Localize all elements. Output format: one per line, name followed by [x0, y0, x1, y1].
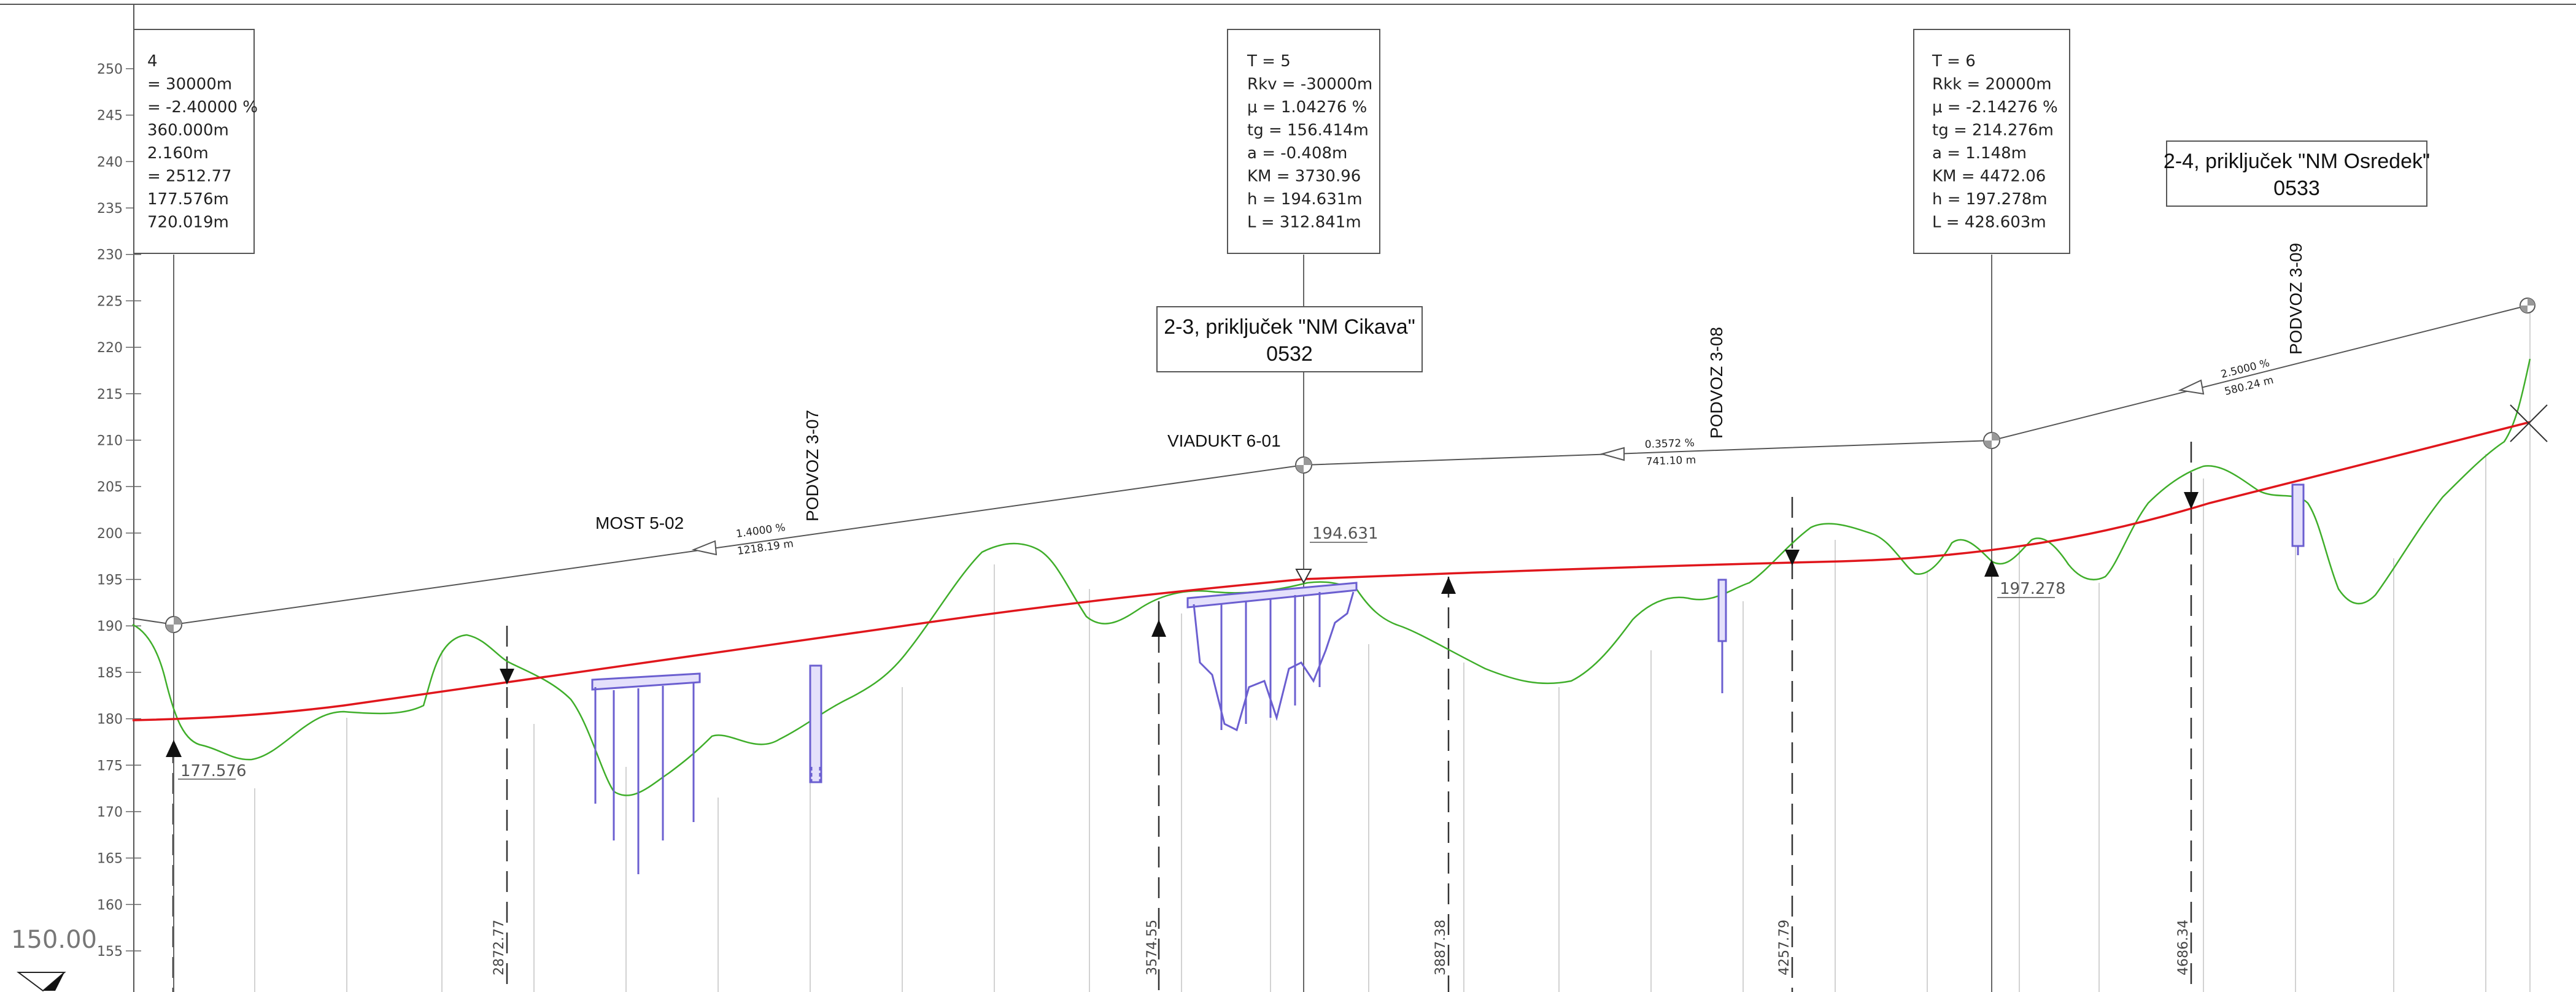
- structure-label-podvoz-3-07: PODVOZ 3-07: [803, 410, 822, 521]
- chainage-label: 4686.34: [2176, 920, 2191, 975]
- curve-param-line: 720.019m: [147, 213, 229, 232]
- datum-symbol: 150.00: [11, 926, 97, 992]
- station-gridlines: [173, 307, 2531, 992]
- structure-chainage-lines: [172, 442, 2192, 992]
- elevation-tick-label: 200: [97, 526, 123, 542]
- elevation-tick-label: 160: [97, 898, 123, 913]
- elevation-tick-label: 170: [97, 805, 123, 820]
- curve-data-box-t6: T = 6 Rkk = 20000m μ = -2.14276 % tg = 214.…: [1913, 29, 2070, 254]
- elevation-tick-label: 155: [97, 944, 123, 959]
- vertex-marker-t5: [1295, 456, 1312, 474]
- curve-param-line: = 30000m: [147, 75, 232, 94]
- curve-param-line: KM = 4472.06: [1932, 167, 2046, 186]
- curve-param-line: a = 1.148m: [1932, 144, 2027, 163]
- elevation-tick-label: 240: [97, 155, 123, 170]
- curve-param-line: μ = -2.14276 %: [1932, 98, 2058, 117]
- chainage-label: 4257.79: [1777, 920, 1792, 975]
- design-gradeline: [132, 421, 2531, 721]
- curve-data-box-t5: T = 5 Rkv = -30000m μ = 1.04276 % tg = 156.…: [1227, 29, 1380, 254]
- curve-param-line: 177.576m: [147, 190, 229, 209]
- elevation-tick-label: 215: [97, 387, 123, 402]
- elevation-tick-label: 250: [97, 62, 123, 77]
- vertex-marker-end: [2520, 298, 2535, 313]
- structure-label-viadukt: VIADUKT 6-01: [1167, 431, 1281, 450]
- elevation-tick-label: 220: [97, 340, 123, 356]
- curve-param-line: KM = 3730.96: [1247, 167, 1361, 186]
- curve-param-line: L = 428.603m: [1932, 213, 2046, 232]
- curve-param-line: a = -0.408m: [1247, 144, 1347, 163]
- elevation-ticks: 155 160 165 170 175 180 185 190 195 200 205 210 215 2…: [97, 62, 141, 959]
- curve-param-line: L = 312.841m: [1247, 213, 1361, 232]
- junction-title: 2-4, priključek "NM Osredek": [2164, 150, 2430, 173]
- elevation-tick-label: 205: [97, 480, 123, 495]
- underpass-podvoz-3-09: [2291, 483, 2305, 555]
- curve-param-line: tg = 156.414m: [1247, 121, 1369, 140]
- vertex-markers: [165, 298, 2535, 633]
- underpass-podvoz-3-08: [1717, 579, 1727, 693]
- grade-value: 1.4000 %: [735, 521, 786, 540]
- ground-line: [132, 358, 2531, 796]
- bridge-most-5-02: [591, 672, 701, 874]
- junction-box-osredek: 2-4, priključek "NM Osredek" 0533: [2164, 140, 2430, 207]
- curve-param-line: T = 6: [1932, 52, 1976, 71]
- structure-label-most: MOST 5-02: [595, 513, 684, 533]
- curve-param-line: h = 194.631m: [1247, 190, 1363, 209]
- grade-value: 0.3572 %: [1644, 437, 1695, 451]
- curve-param-line: tg = 214.276m: [1932, 121, 2054, 140]
- chainage-label: 3574.55: [1145, 920, 1160, 975]
- vertex-elevation-t4: 177.576: [180, 762, 247, 780]
- junction-code: 0532: [1266, 342, 1313, 366]
- grade-length: 741.10 m: [1646, 454, 1696, 468]
- elevation-tick-label: 230: [97, 248, 123, 263]
- curve-param-line: = -2.40000 %: [147, 98, 258, 117]
- elevation-tick-label: 185: [97, 666, 123, 681]
- curve-param-line: 4: [147, 52, 158, 71]
- structure-label-podvoz-3-09: PODVOZ 3-09: [2286, 243, 2305, 355]
- structure-label-podvoz-3-08: PODVOZ 3-08: [1707, 327, 1726, 439]
- junction-box-cikava: 2-3, priključek "NM Cikava" 0532: [1156, 306, 1423, 372]
- vertex-elevation-t6: 197.278: [2000, 580, 2066, 598]
- curve-data-box-t4: 4 = 30000m = -2.40000 % 360.000m 2.160m = 251…: [133, 29, 258, 254]
- grade-direction-arrows: [691, 379, 2205, 556]
- curve-param-line: h = 197.278m: [1932, 190, 2048, 209]
- curve-param-line: T = 5: [1247, 52, 1291, 71]
- vertex-marker-t4: [165, 616, 182, 633]
- underpass-podvoz-3-07: [809, 664, 822, 785]
- junction-code: 0533: [2273, 177, 2320, 200]
- elevation-tick-label: 235: [97, 201, 123, 217]
- elevation-tick-label: 210: [97, 433, 123, 448]
- curve-param-line: 2.160m: [147, 144, 209, 163]
- viaduct-6-01: [1186, 582, 1358, 732]
- end-cross-marker: [2510, 404, 2548, 442]
- elevation-tick-label: 245: [97, 109, 123, 124]
- vertex-marker-t6: [1983, 432, 2000, 449]
- curve-param-line: μ = 1.04276 %: [1247, 98, 1367, 117]
- elevation-tick-label: 175: [97, 758, 123, 774]
- curve-param-line: = 2512.77: [147, 167, 232, 186]
- structure-piers: [591, 483, 2305, 874]
- chainage-arrows: [166, 492, 2199, 757]
- vertex-elevation-t5: 194.631: [1312, 525, 1379, 543]
- elevation-tick-label: 190: [97, 619, 123, 634]
- elevation-tick-label: 195: [97, 573, 123, 588]
- elevation-tick-label: 180: [97, 712, 123, 728]
- curve-param-line: 360.000m: [147, 121, 229, 140]
- elevation-tick-label: 225: [97, 294, 123, 309]
- chainage-label: 2872.77: [492, 920, 507, 975]
- curve-param-line: Rkv = -30000m: [1247, 75, 1372, 94]
- curve-param-line: Rkk = 20000m: [1932, 75, 2052, 94]
- junction-title: 2-3, priključek "NM Cikava": [1164, 315, 1415, 339]
- chainage-label: 3887.38: [1433, 920, 1449, 975]
- elevation-tick-label: 165: [97, 852, 123, 867]
- datum-elevation-label: 150.00: [11, 926, 97, 954]
